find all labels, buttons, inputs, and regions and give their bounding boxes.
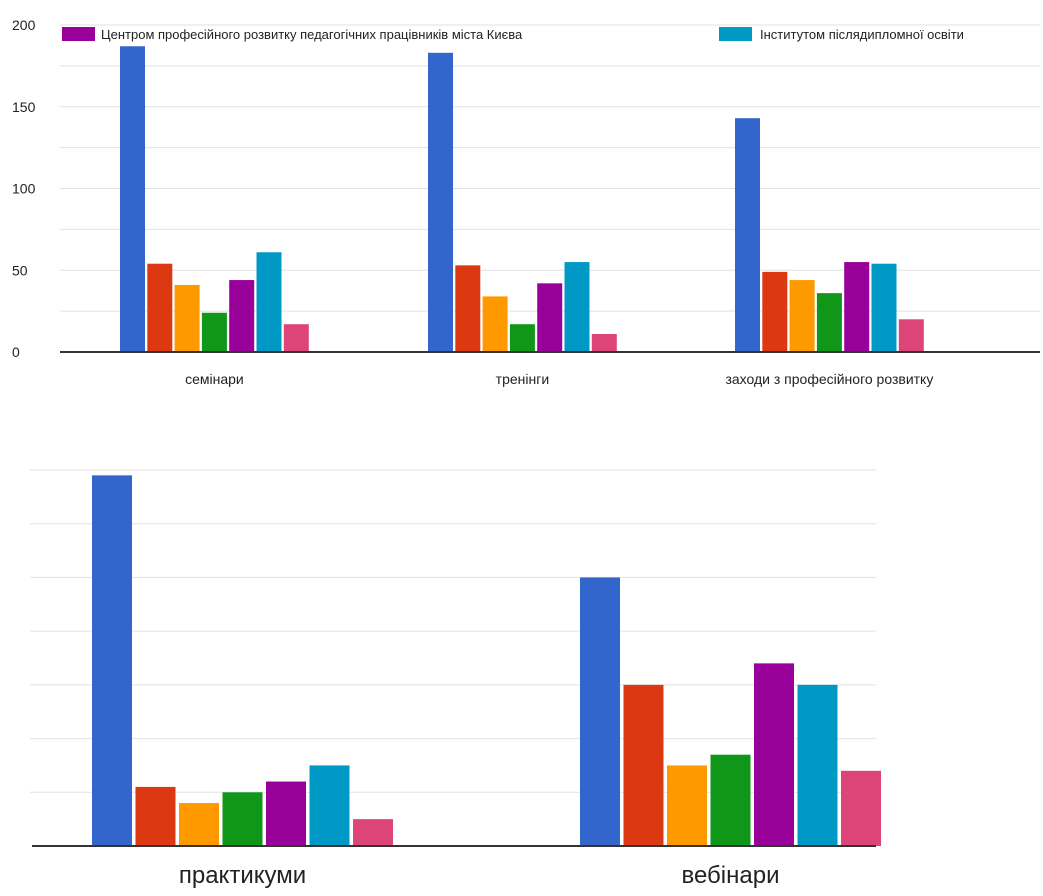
bar (591, 334, 617, 352)
legend: Центром професійного розвитку педагогічн… (62, 27, 964, 42)
bar (309, 765, 350, 846)
bar (179, 803, 219, 846)
bar (580, 577, 620, 846)
bar (428, 52, 453, 353)
bar (509, 324, 535, 352)
bar (92, 475, 132, 846)
bar (564, 262, 590, 352)
bar (789, 280, 815, 352)
bar-chart-top: 0 50 100 150 200 семінари тренінги заходи з про… (12, 17, 1040, 387)
bar (871, 263, 897, 352)
bar (222, 792, 263, 846)
y-tick-label: 200 (12, 17, 36, 33)
bar (147, 263, 173, 352)
x-category-label: заходи з професійного розвитку (725, 371, 933, 387)
bar (266, 781, 306, 846)
bar (816, 293, 842, 352)
bar (623, 684, 664, 846)
legend-label-purple: Центром професійного розвитку педагогічн… (101, 27, 523, 42)
bar (710, 754, 751, 846)
y-tick-label: 150 (12, 99, 36, 115)
bar (201, 312, 227, 352)
legend-swatch-purple (62, 27, 95, 41)
x-category-label: практикуми (179, 862, 306, 889)
bar-chart-bottom: практикуми вебінари (30, 469, 881, 889)
bar (256, 252, 282, 352)
bar (229, 280, 255, 352)
x-category-label: семінари (185, 371, 244, 387)
bar (844, 262, 870, 352)
legend-swatch-cyan (719, 27, 752, 41)
bar (754, 663, 794, 846)
bar (762, 271, 788, 352)
legend-label-cyan: Інститутом післядипломної освіти (760, 27, 964, 42)
bar (174, 284, 200, 352)
x-category-label: вебінари (682, 862, 780, 889)
bar (135, 786, 176, 846)
y-tick-label: 50 (12, 262, 28, 278)
bar (120, 46, 145, 352)
y-tick-label: 0 (12, 344, 20, 360)
bar (455, 265, 481, 352)
bar (537, 283, 563, 352)
bar (797, 684, 838, 846)
bar (735, 118, 760, 352)
x-category-label: тренінги (496, 371, 549, 387)
bar (898, 319, 924, 352)
bar (482, 296, 508, 352)
bar (283, 324, 309, 352)
bar (353, 819, 393, 846)
bar (667, 765, 707, 846)
bar (841, 770, 881, 846)
y-tick-label: 100 (12, 181, 36, 197)
